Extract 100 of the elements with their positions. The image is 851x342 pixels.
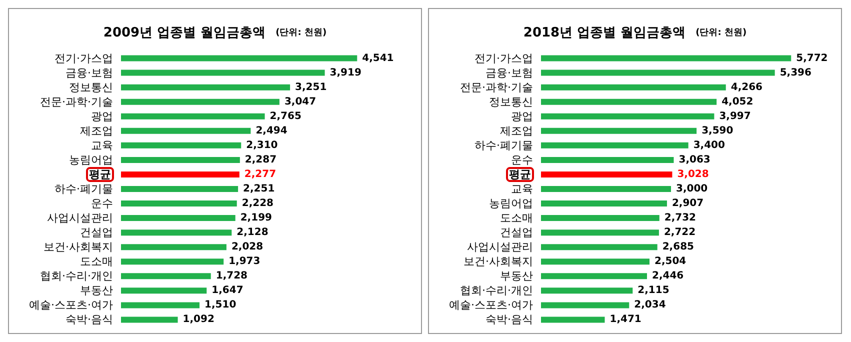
- data-label: 3,047: [284, 96, 316, 108]
- data-label: 2,765: [270, 110, 302, 122]
- data-label: 1,973: [228, 256, 260, 268]
- chart-title: 2009년 업종별 월임금총액: [103, 26, 266, 40]
- data-label: 2,277: [244, 168, 276, 180]
- bar: [121, 98, 280, 105]
- bar: [541, 142, 688, 148]
- bar: [121, 273, 211, 280]
- bar: [121, 288, 207, 294]
- y-tick-label: 예술·스포츠·여가: [29, 298, 113, 312]
- bar: [541, 200, 667, 207]
- bar: [121, 113, 265, 120]
- bar: [541, 84, 726, 90]
- bar: [541, 186, 671, 192]
- y-tick-label: 부동산: [500, 270, 533, 283]
- data-label: 4,266: [730, 82, 763, 93]
- y-tick-label: 보건·사회복지: [44, 240, 113, 254]
- bar: [121, 171, 240, 178]
- y-tick-label: 건설업: [500, 226, 533, 240]
- data-label: 2,251: [243, 184, 275, 194]
- data-label: 1,728: [216, 270, 248, 282]
- data-label: 3,590: [702, 125, 734, 136]
- data-label: 2,732: [664, 212, 696, 224]
- y-tick-label: 보건·사회복지: [464, 255, 533, 268]
- y-tick-label: 숙박·음식: [486, 313, 533, 326]
- bar: [121, 142, 242, 148]
- y-tick-label: 예술·스포츠·여가: [449, 298, 533, 312]
- y-tick-label: 하수·폐기물: [474, 138, 533, 152]
- y-tick-label: 건설업: [80, 226, 113, 240]
- y-tick-label: 평균: [509, 168, 531, 181]
- bar: [541, 128, 697, 134]
- bar: [121, 156, 240, 163]
- y-tick-label: 정보통신: [69, 80, 113, 94]
- bar: [121, 316, 178, 323]
- bar: [541, 55, 792, 62]
- y-tick-label: 전문·과학·기술: [460, 80, 533, 94]
- bar: [541, 171, 672, 178]
- data-label: 2,287: [244, 154, 277, 166]
- y-tick-label: 정보통신: [489, 95, 533, 108]
- y-tick-label: 숙박·음식: [66, 313, 113, 326]
- bar: [541, 98, 717, 105]
- data-label: 3,251: [295, 82, 327, 93]
- data-label: 2,504: [654, 256, 686, 268]
- bar: [541, 244, 658, 250]
- y-tick-label: 운수: [511, 153, 533, 166]
- bar: [121, 55, 358, 62]
- data-label: 2,034: [634, 300, 666, 311]
- y-tick-label: 농림어업: [69, 153, 113, 166]
- y-tick-label: 전기·가스업: [474, 52, 533, 65]
- y-tick-label: 협회·수리·개인: [40, 270, 113, 283]
- data-label: 2,199: [240, 212, 272, 224]
- data-label: 3,997: [719, 110, 751, 122]
- data-label: 4,541: [362, 52, 394, 64]
- data-label: 4,052: [722, 96, 754, 108]
- y-tick-label: 금융·보험: [66, 66, 113, 80]
- chart-subtitle: (단위: 천원): [696, 28, 747, 38]
- bar: [121, 128, 251, 134]
- bar: [541, 215, 660, 222]
- data-label: 3,400: [693, 140, 726, 151]
- data-label: 2,685: [662, 242, 694, 253]
- y-tick-label: 제조업: [80, 124, 113, 138]
- data-label: 2,722: [664, 227, 696, 238]
- data-label: 2,128: [236, 227, 268, 238]
- bar: [541, 288, 633, 294]
- y-tick-label: 하수·폐기물: [54, 182, 113, 196]
- data-label: 1,471: [610, 314, 642, 326]
- bar: [541, 70, 775, 76]
- data-label: 2,446: [652, 270, 684, 282]
- y-tick-label: 평균: [89, 168, 111, 181]
- y-tick-label: 교육: [91, 138, 113, 152]
- bar: [541, 156, 674, 163]
- data-label: 3,028: [677, 168, 709, 180]
- y-tick-label: 사업시설관리: [47, 212, 113, 225]
- chart-subtitle: (단위: 천원): [276, 28, 327, 38]
- bar: [121, 84, 290, 90]
- bar: [541, 258, 650, 265]
- bar: [121, 186, 238, 192]
- data-label: 3,063: [678, 154, 710, 166]
- bar: [541, 273, 647, 280]
- bar: [541, 316, 605, 323]
- data-label: 5,396: [780, 67, 812, 78]
- bar: [121, 244, 226, 250]
- bar: [121, 70, 325, 76]
- y-tick-label: 교육: [511, 182, 533, 196]
- y-tick-label: 부동산: [80, 284, 113, 298]
- data-label: 2,310: [246, 140, 278, 151]
- y-tick-label: 도소매: [500, 212, 533, 225]
- y-tick-label: 농림어업: [489, 197, 533, 210]
- y-tick-label: 도소매: [80, 255, 113, 268]
- y-tick-label: 광업: [91, 110, 113, 123]
- data-label: 3,000: [676, 184, 708, 194]
- y-tick-label: 전기·가스업: [54, 52, 113, 65]
- data-label: 1,647: [212, 285, 244, 296]
- bar: [541, 113, 714, 120]
- bar: [541, 302, 630, 308]
- y-tick-label: 제조업: [500, 124, 533, 138]
- bar: [541, 230, 659, 236]
- chart-title: 2018년 업종별 월임금총액: [523, 26, 686, 40]
- y-tick-label: 협회·수리·개인: [460, 284, 533, 298]
- y-tick-label: 광업: [511, 110, 533, 123]
